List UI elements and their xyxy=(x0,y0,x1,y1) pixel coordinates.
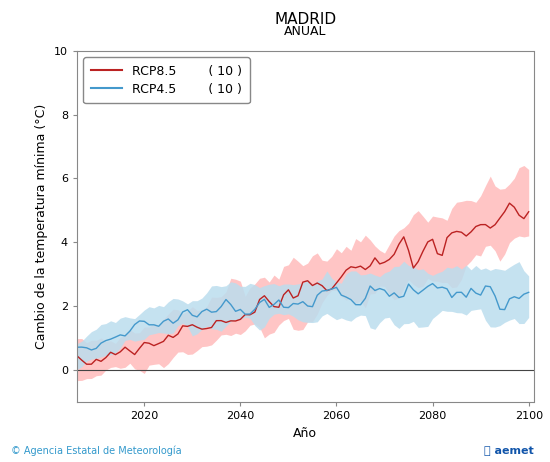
Legend: RCP8.5        ( 10 ), RCP4.5        ( 10 ): RCP8.5 ( 10 ), RCP4.5 ( 10 ) xyxy=(83,57,250,103)
X-axis label: Año: Año xyxy=(293,426,317,439)
Text: MADRID: MADRID xyxy=(274,12,336,26)
Text: Ⓚ aemet: Ⓚ aemet xyxy=(484,446,534,456)
Y-axis label: Cambio de la temperatura mínima (°C): Cambio de la temperatura mínima (°C) xyxy=(35,104,48,349)
Text: ANUAL: ANUAL xyxy=(284,25,327,38)
Text: © Agencia Estatal de Meteorología: © Agencia Estatal de Meteorología xyxy=(11,446,182,456)
